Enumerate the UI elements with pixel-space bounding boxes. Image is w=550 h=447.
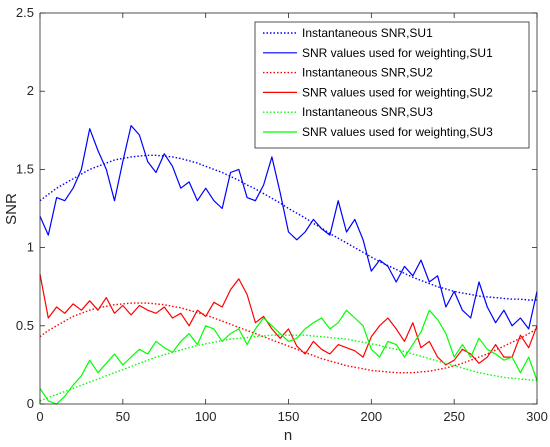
y-tick-label-0: 0 [27,396,34,411]
legend: Instantaneous SNR,SU1 SNR values used for… [254,21,530,149]
legend-label-3: Instantaneous SNR,SU2 [302,66,433,80]
y-tick-label-4: 2 [27,83,34,98]
series-layer [39,124,538,405]
x-tick-label-6: 300 [526,409,548,424]
series-line-4 [39,274,538,366]
y-axis-label: SNR [3,193,20,225]
x-axis-label: n [284,427,292,444]
x-tick-label-4: 200 [360,409,382,424]
series-line-5 [39,334,538,402]
legend-label-4: SNR values used for weighting,SU2 [302,85,493,99]
x-tick-label-5: 250 [443,409,465,424]
x-tick-label-0: 0 [36,409,43,424]
y-tick-label-2: 1 [27,240,34,255]
series-line-3 [39,302,538,374]
y-tick-label-1: 0.5 [16,318,34,333]
y-tick-label-3: 1.5 [16,161,34,176]
y-tick-label-5: 2.5 [16,5,34,20]
ticks-layer: 0 50 100 150 200 250 300 0 0.5 1 1.5 2 2.5 [16,5,548,424]
legend-label-1: Instantaneous SNR,SU1 [302,26,433,40]
legend-label-6: SNR values used for weighting,SU3 [302,125,493,139]
x-tick-label-2: 100 [195,409,217,424]
series-line-6 [39,309,538,405]
legend-label-5: Instantaneous SNR,SU3 [302,105,433,119]
legend-box [254,21,530,149]
x-tick-label-3: 150 [278,409,300,424]
legend-label-2: SNR values used for weighting,SU1 [302,46,493,60]
x-tick-label-1: 50 [116,409,130,424]
series-line-2 [39,124,538,330]
